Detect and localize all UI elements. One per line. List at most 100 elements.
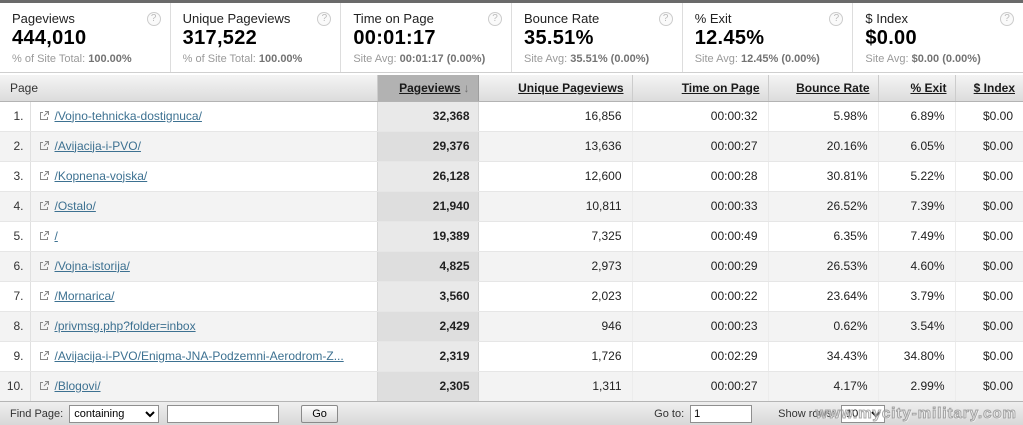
unique-pageviews-cell: 7,325 <box>478 221 633 252</box>
goto-label: Go to: <box>654 407 685 420</box>
time-on-page-cell: 00:00:27 <box>632 131 769 162</box>
unique-pageviews-cell: 10,811 <box>478 191 633 222</box>
metric-value: $0.00 <box>865 27 917 49</box>
row-index: 2. <box>0 131 31 162</box>
dollar-index-cell: $0.00 <box>955 101 1023 132</box>
help-icon[interactable]: ? <box>317 12 332 26</box>
page-link[interactable]: /Kopnena-vojska/ <box>54 168 148 183</box>
external-link-icon[interactable] <box>39 230 50 244</box>
external-link-icon[interactable] <box>39 170 50 184</box>
metric-sub-value: 12.45% (0.00%) <box>740 53 820 65</box>
external-link-icon[interactable] <box>39 110 50 124</box>
goto-page-input[interactable] <box>690 404 753 423</box>
metric-sub-value: 00:01:17 (0.00%) <box>399 53 486 65</box>
page-link[interactable]: /Vojna-istorija/ <box>54 258 130 273</box>
unique-pageviews-cell: 946 <box>478 311 633 342</box>
column-header-unique-pageviews[interactable]: Unique Pageviews <box>478 75 633 102</box>
page-link[interactable]: /Blogovi/ <box>54 378 101 393</box>
bounce-rate-cell: 26.53% <box>768 251 879 282</box>
column-header-pageviews-label[interactable]: Pageviews <box>399 80 461 95</box>
unique-pageviews-cell: 12,600 <box>478 161 633 192</box>
external-link-icon[interactable] <box>39 260 50 274</box>
metric-value: 00:01:17 <box>353 27 436 49</box>
bounce-rate-cell: 20.16% <box>768 131 879 162</box>
metric-title: % Exit <box>694 11 732 26</box>
row-index: 10. <box>0 371 31 402</box>
metric-sub-value: 35.51% (0.00%) <box>570 53 650 65</box>
time-on-page-cell: 00:00:49 <box>632 221 769 252</box>
percent-exit-cell: 2.99% <box>878 371 956 402</box>
external-link-icon[interactable] <box>39 140 50 154</box>
dollar-index-cell: $0.00 <box>955 131 1023 162</box>
window-top-strip <box>0 0 1023 3</box>
time-on-page-cell: 00:02:29 <box>632 341 769 372</box>
column-header-pageviews-sorted[interactable]: Pageviews ↓ <box>376 75 479 102</box>
find-page-input[interactable] <box>167 404 280 423</box>
metric-card-dollar-index: $ Index ? $0.00 Site Avg: $0.00 (0.00%) <box>853 3 1023 72</box>
help-icon[interactable]: ? <box>1000 12 1015 26</box>
page-link[interactable]: /privmsg.php?folder=inbox <box>54 318 196 333</box>
external-link-icon[interactable] <box>39 320 50 334</box>
external-link-icon[interactable] <box>39 350 50 364</box>
metric-sub-label: % of Site Total: <box>12 53 86 65</box>
page-link[interactable]: /Mornarica/ <box>54 288 115 303</box>
help-icon[interactable]: ? <box>146 12 161 26</box>
bounce-rate-cell: 23.64% <box>768 281 879 312</box>
time-on-page-cell: 00:00:29 <box>632 251 769 282</box>
external-link-icon[interactable] <box>39 380 50 394</box>
row-index: 5. <box>0 221 31 252</box>
dollar-index-cell: $0.00 <box>955 221 1023 252</box>
percent-exit-cell: 6.05% <box>878 131 956 162</box>
go-button[interactable]: Go <box>301 404 338 423</box>
metric-card-percent-exit: % Exit ? 12.45% Site Avg: 12.45% (0.00%) <box>683 3 854 72</box>
column-header-time-on-page[interactable]: Time on Page <box>632 75 769 102</box>
pageviews-cell: 2,319 <box>376 341 479 372</box>
pageviews-cell: 32,368 <box>376 101 479 132</box>
row-index: 7. <box>0 281 31 312</box>
sort-desc-icon: ↓ <box>463 80 470 95</box>
table-row: 2. /Avijacija-i-PVO/ 29,376 13,636 00:00… <box>0 131 1023 162</box>
percent-exit-cell: 3.54% <box>878 311 956 342</box>
help-icon[interactable]: ? <box>488 12 503 26</box>
table-row: 7. /Mornarica/ 3,560 2,023 00:00:22 23.6… <box>0 281 1023 312</box>
dollar-index-cell: $0.00 <box>955 191 1023 222</box>
bounce-rate-cell: 34.43% <box>768 341 879 372</box>
column-header-bounce-rate[interactable]: Bounce Rate <box>768 75 879 102</box>
page-link[interactable]: /Vojno-tehnicka-dostignuca/ <box>54 108 202 123</box>
metric-sub-value: $0.00 (0.00%) <box>911 53 981 65</box>
table-row: 6. /Vojna-istorija/ 4,825 2,973 00:00:29… <box>0 251 1023 282</box>
page-link[interactable]: /Avijacija-i-PVO/ <box>54 138 141 153</box>
pageviews-cell: 4,825 <box>376 251 479 282</box>
help-icon[interactable]: ? <box>829 12 844 26</box>
find-mode-select[interactable]: containing <box>69 404 160 423</box>
table-row: 8. /privmsg.php?folder=inbox 2,429 946 0… <box>0 311 1023 342</box>
metric-title: $ Index <box>865 11 909 26</box>
column-header-percent-exit[interactable]: % Exit <box>878 75 956 102</box>
page-link[interactable]: /Ostalo/ <box>54 198 96 213</box>
percent-exit-cell: 3.79% <box>878 281 956 312</box>
pageviews-cell: 29,376 <box>376 131 479 162</box>
external-link-icon[interactable] <box>39 200 50 214</box>
dollar-index-cell: $0.00 <box>955 371 1023 402</box>
metric-title: Pageviews <box>12 11 75 26</box>
page-link[interactable]: / <box>54 228 58 243</box>
metric-sub-label: Site Avg: <box>524 53 568 65</box>
metric-value: 317,522 <box>182 27 258 49</box>
page-link[interactable]: /Avijacija-i-PVO/Enigma-JNA-Podzemni-Aer… <box>54 348 344 363</box>
metric-card-bounce-rate: Bounce Rate ? 35.51% Site Avg: 35.51% (0… <box>512 3 683 72</box>
column-header-page: Page <box>0 75 378 102</box>
metric-value: 12.45% <box>694 27 765 49</box>
row-index: 6. <box>0 251 31 282</box>
unique-pageviews-cell: 2,023 <box>478 281 633 312</box>
row-index: 1. <box>0 101 31 132</box>
dollar-index-cell: $0.00 <box>955 311 1023 342</box>
bounce-rate-cell: 26.52% <box>768 191 879 222</box>
help-icon[interactable]: ? <box>658 12 673 26</box>
column-header-dollar-index[interactable]: $ Index <box>955 75 1023 102</box>
show-rows-select[interactable]: 10 <box>841 404 885 423</box>
bounce-rate-cell: 4.17% <box>768 371 879 402</box>
row-index: 8. <box>0 311 31 342</box>
external-link-icon[interactable] <box>39 290 50 304</box>
metric-sub-label: Site Avg: <box>865 53 909 65</box>
